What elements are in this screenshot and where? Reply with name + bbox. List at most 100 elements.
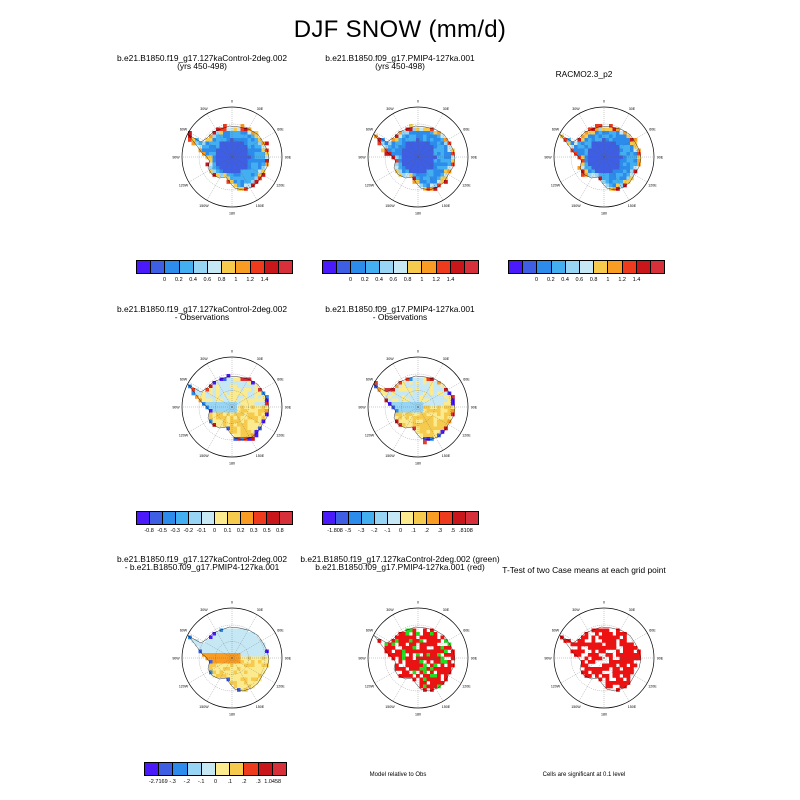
grid-cell bbox=[209, 166, 213, 170]
grid-cell bbox=[409, 127, 413, 132]
grid-cell bbox=[254, 646, 259, 650]
grid-cell bbox=[226, 148, 231, 153]
grid-cell bbox=[219, 632, 224, 636]
grid-cell bbox=[633, 141, 638, 146]
meridian-line bbox=[417, 632, 462, 659]
grid-cell bbox=[402, 166, 406, 170]
grid-cell bbox=[216, 131, 220, 135]
grid-cell bbox=[444, 391, 448, 396]
grid-cell bbox=[398, 402, 403, 406]
grid-cell bbox=[209, 642, 213, 647]
longitude-label: 120W bbox=[179, 685, 189, 689]
grid-cell bbox=[560, 134, 564, 139]
grid-cell bbox=[451, 152, 455, 156]
grid-cell bbox=[426, 642, 431, 647]
grid-cell bbox=[626, 649, 631, 654]
grid-cell bbox=[595, 169, 599, 174]
panel-title-1: b.e21.B1850.f19_g17.127kaControl-2deg.00… bbox=[108, 54, 296, 70]
grid-cell bbox=[423, 674, 427, 678]
grid-cell bbox=[209, 162, 213, 167]
grid-cell bbox=[254, 405, 259, 410]
colorbar-swatch bbox=[508, 260, 523, 274]
grid-cell bbox=[616, 653, 620, 657]
grid-cell bbox=[219, 384, 224, 389]
grid-cell bbox=[226, 419, 231, 424]
meridian-line bbox=[603, 632, 648, 659]
grid-cell bbox=[609, 152, 613, 156]
colorbar-tick-label: .1 bbox=[411, 528, 416, 534]
longitude-label: 90E bbox=[471, 156, 478, 160]
grid-cell bbox=[609, 646, 613, 650]
grid-cell bbox=[244, 405, 248, 410]
grid-cell bbox=[251, 183, 255, 188]
grid-cell bbox=[391, 152, 396, 156]
grid-cell bbox=[216, 660, 220, 664]
grid-cell bbox=[237, 131, 241, 135]
map-boundary bbox=[181, 106, 283, 208]
grid-cell bbox=[237, 653, 241, 657]
colorbar-tick-label: 0.4 bbox=[375, 277, 383, 283]
grid-cell bbox=[237, 162, 241, 167]
grid-cell bbox=[609, 639, 613, 643]
grid-cell bbox=[261, 409, 266, 413]
grid-cell bbox=[223, 131, 227, 135]
grid-cell bbox=[202, 148, 206, 153]
grid-cell bbox=[602, 176, 606, 181]
grid-cell bbox=[430, 670, 434, 675]
grid-cell bbox=[237, 169, 241, 174]
grid-cell bbox=[581, 635, 585, 640]
grid-cell bbox=[247, 419, 252, 424]
grid-cell bbox=[609, 169, 613, 174]
grid-cell bbox=[623, 646, 627, 650]
grid-cell bbox=[626, 656, 631, 661]
grid-cell bbox=[405, 649, 410, 654]
grid-cell bbox=[244, 412, 248, 417]
grid-cell bbox=[444, 159, 448, 163]
grid-cell bbox=[612, 148, 617, 153]
grid-cell bbox=[612, 681, 617, 685]
grid-cell bbox=[216, 656, 220, 661]
colorbar-swatch bbox=[188, 511, 201, 525]
longitude-label: 120E bbox=[276, 685, 285, 689]
grid-cell bbox=[219, 145, 224, 149]
grid-cell bbox=[584, 663, 589, 668]
grid-cell bbox=[230, 412, 234, 417]
grid-cell bbox=[623, 656, 627, 661]
grid-cell bbox=[612, 169, 617, 174]
grid-cell bbox=[447, 402, 452, 406]
grid-cell bbox=[226, 426, 231, 431]
grid-cell bbox=[605, 684, 610, 689]
grid-cell bbox=[598, 162, 603, 167]
grid-cell bbox=[588, 660, 592, 664]
grid-cell bbox=[374, 381, 378, 385]
grid-cell bbox=[447, 663, 452, 668]
meridian-line bbox=[417, 614, 444, 659]
grid-cell bbox=[619, 653, 624, 657]
grid-cell bbox=[605, 180, 610, 184]
grid-cell bbox=[402, 141, 406, 146]
grid-cell bbox=[261, 398, 266, 403]
grid-cell bbox=[605, 646, 610, 650]
grid-cell bbox=[433, 173, 438, 177]
longitude-label: 90E bbox=[471, 406, 478, 410]
grid-cell bbox=[591, 670, 596, 675]
grid-cell bbox=[237, 159, 241, 163]
grid-cell bbox=[247, 381, 252, 385]
grid-cell bbox=[258, 405, 262, 410]
colorbar-swatch bbox=[243, 762, 258, 776]
grid-cell bbox=[402, 405, 406, 410]
grid-cell bbox=[240, 409, 245, 413]
grid-cell bbox=[251, 384, 255, 389]
grid-cell bbox=[412, 131, 417, 135]
colorbar-swatch bbox=[186, 762, 201, 776]
grid-cell bbox=[395, 667, 399, 671]
longitude-label: 150W bbox=[571, 204, 581, 208]
grid-cell bbox=[233, 649, 238, 654]
grid-cell bbox=[437, 388, 441, 392]
grid-cell bbox=[223, 663, 227, 668]
grid-cell bbox=[612, 176, 617, 181]
grid-cell bbox=[430, 176, 434, 181]
grid-cell bbox=[602, 639, 606, 643]
colorbar-tick-label: 0.8 bbox=[589, 277, 598, 283]
grid-cell bbox=[247, 667, 252, 671]
